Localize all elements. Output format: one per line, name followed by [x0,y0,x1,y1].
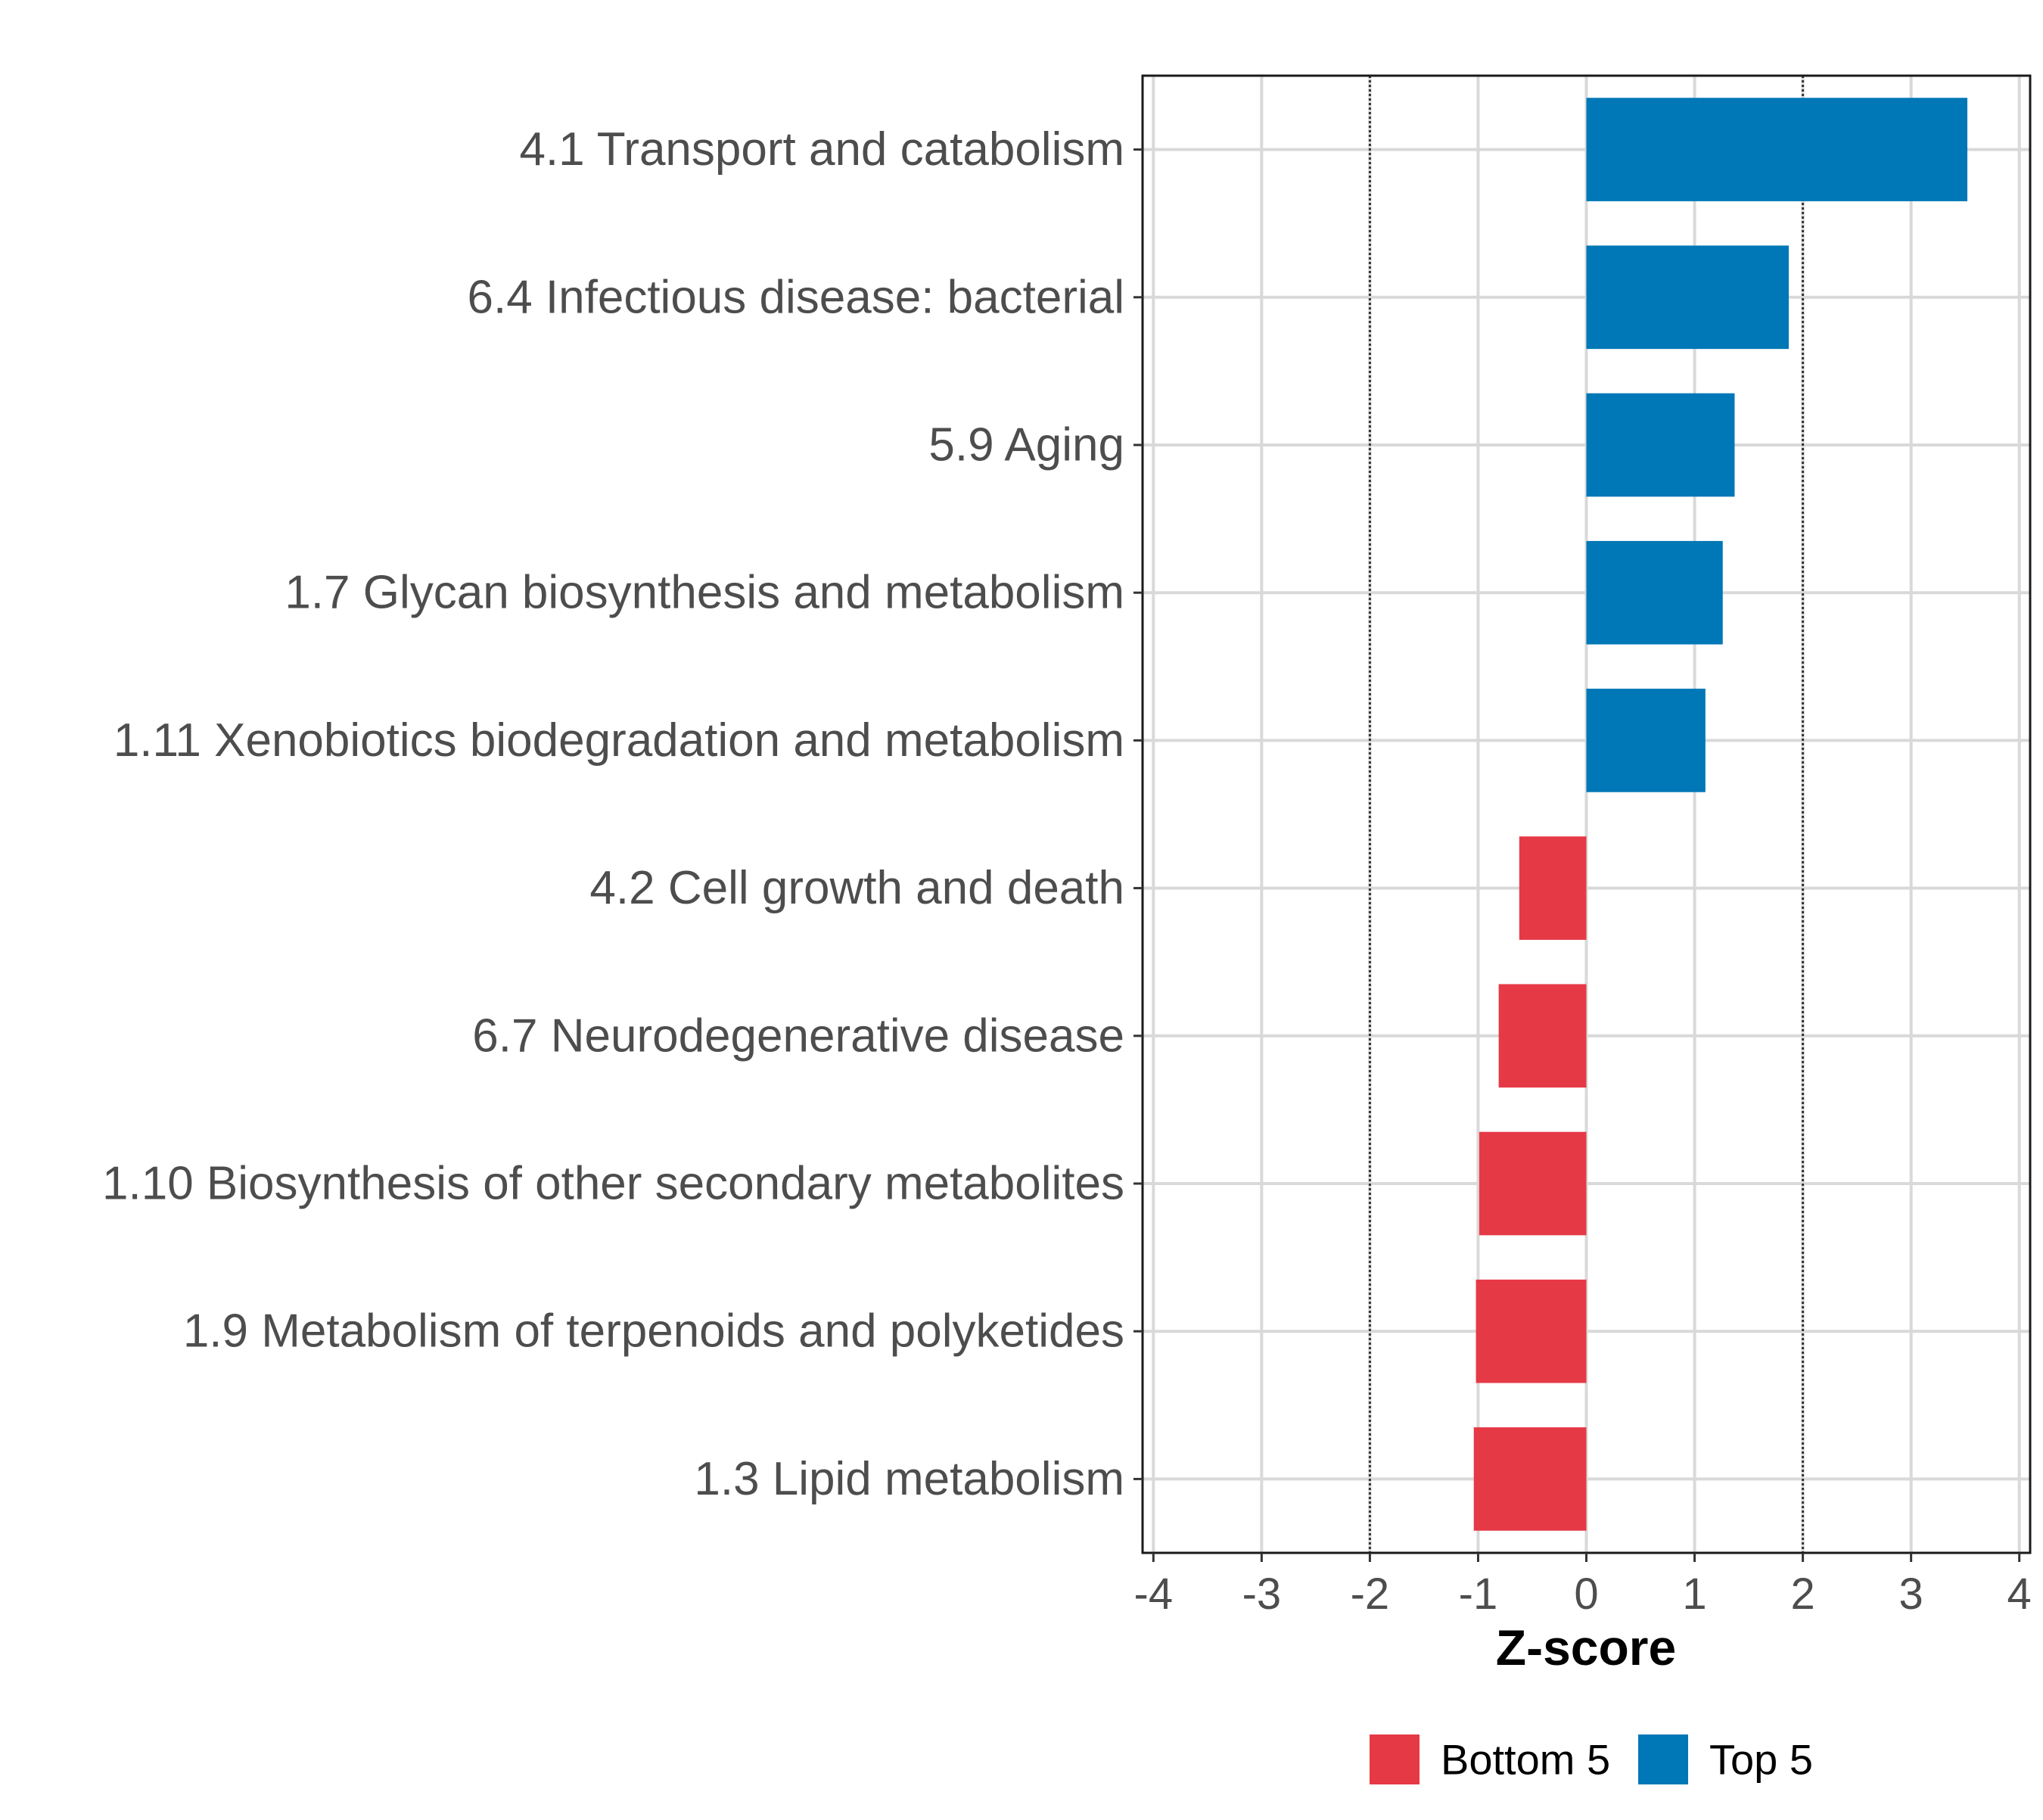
bar [1476,1279,1587,1383]
bar [1519,836,1587,940]
bar [1498,984,1587,1088]
y-tick-label: 6.4 Infectious disease: bacterial [467,271,1124,323]
x-tick-label: -4 [1134,1570,1174,1619]
x-tick-label: -3 [1242,1570,1282,1619]
x-tick-label: 3 [1899,1570,1923,1619]
bar [1586,393,1735,497]
x-tick-label: 2 [1790,1570,1814,1619]
bar [1479,1131,1587,1236]
y-tick-label: 4.1 Transport and catabolism [519,123,1124,176]
bar [1473,1427,1587,1531]
y-tick-label: 4.2 Cell growth and death [589,862,1124,914]
y-tick-label: 1.10 Biosynthesis of other secondary met… [102,1158,1124,1210]
legend-label: Top 5 [1709,1736,1813,1784]
x-tick-label: 4 [2007,1570,2032,1619]
x-axis-title: Z-score [1496,1619,1676,1675]
x-tick-label: -2 [1351,1570,1390,1619]
y-tick-label: 1.3 Lipid metabolism [694,1453,1124,1505]
bar [1586,245,1790,350]
x-tick-label: 0 [1574,1570,1598,1619]
bars [1473,98,1968,1531]
x-tick-label: -1 [1459,1570,1498,1619]
bar [1586,689,1706,792]
legend-label: Bottom 5 [1441,1736,1610,1784]
bar [1586,98,1968,201]
reference-lines [1368,76,1805,1553]
x-axis: -4 -3 -2 -1 0 1 2 3 4 [1134,1553,2032,1619]
legend-swatch [1370,1734,1420,1784]
legend: Bottom 5 Top 5 [1370,1734,1813,1784]
y-tick-label: 1.9 Metabolism of terpenoids and polyket… [183,1305,1124,1358]
y-tick-label: 1.7 Glycan biosynthesis and metabolism [285,567,1124,619]
legend-swatch [1638,1734,1688,1784]
y-tick-label: 5.9 Aging [928,419,1124,471]
y-tick-label: 6.7 Neurodegenerative disease [472,1010,1124,1062]
x-tick-label: 1 [1682,1570,1706,1619]
bar [1586,540,1723,645]
y-tick-label: 1.11 Xenobiotics biodegradation and meta… [114,714,1124,767]
y-axis: 4.1 Transport and catabolism 6.4 Infectio… [102,123,1143,1505]
